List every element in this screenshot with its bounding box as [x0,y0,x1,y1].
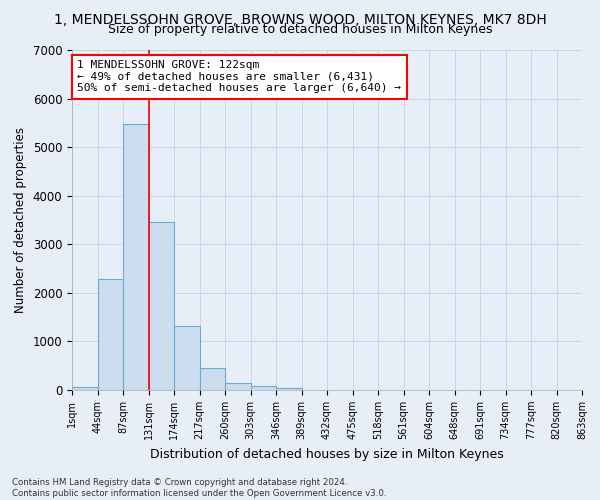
Bar [276,388,302,390]
Text: Contains HM Land Registry data © Crown copyright and database right 2024.
Contai: Contains HM Land Registry data © Crown c… [12,478,386,498]
Text: 1, MENDELSSOHN GROVE, BROWNS WOOD, MILTON KEYNES, MK7 8DH: 1, MENDELSSOHN GROVE, BROWNS WOOD, MILTO… [53,12,547,26]
Bar [225,382,251,390]
X-axis label: Distribution of detached houses by size in Milton Keynes: Distribution of detached houses by size … [150,448,504,460]
Bar [199,368,225,390]
Text: Size of property relative to detached houses in Milton Keynes: Size of property relative to detached ho… [108,22,492,36]
Bar [174,326,199,390]
Bar [251,386,276,390]
Bar [123,124,149,390]
Text: 1 MENDELSSOHN GROVE: 122sqm
← 49% of detached houses are smaller (6,431)
50% of : 1 MENDELSSOHN GROVE: 122sqm ← 49% of det… [77,60,401,94]
Y-axis label: Number of detached properties: Number of detached properties [14,127,27,313]
Bar [149,222,174,390]
Bar [97,280,123,390]
Bar [72,386,97,390]
